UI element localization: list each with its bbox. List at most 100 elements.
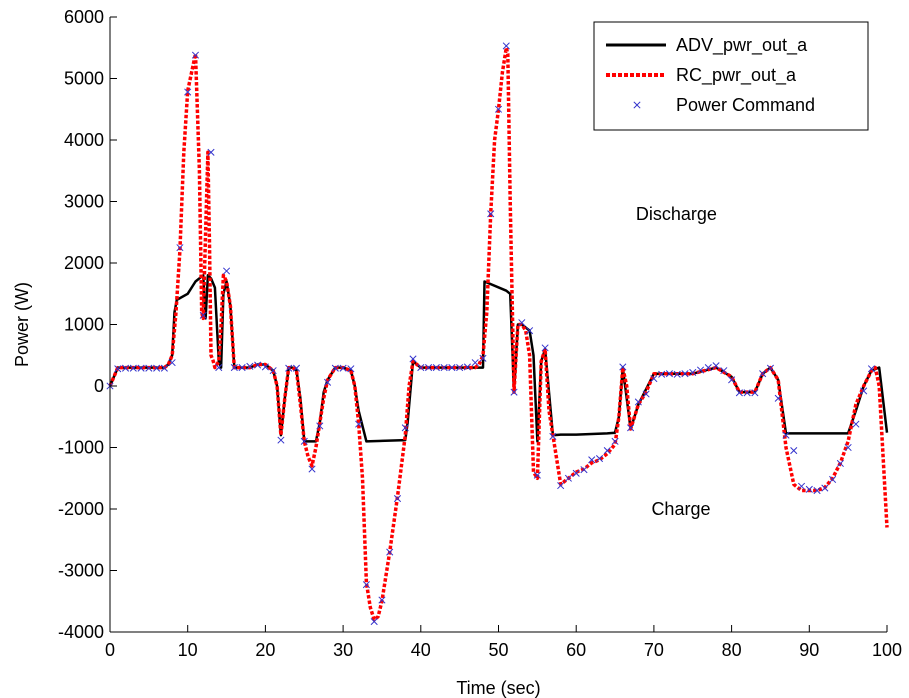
- power-command-marker: [603, 447, 611, 455]
- power-command-marker: [254, 361, 262, 369]
- x-tick-label: 0: [105, 640, 115, 660]
- power-command-marker: [619, 363, 627, 371]
- power-command-marker: [215, 363, 223, 372]
- power-command-marker: [759, 370, 767, 378]
- power-command-marker: [238, 363, 246, 372]
- y-tick-label: -1000: [58, 438, 104, 458]
- power-command-marker: [836, 459, 844, 468]
- x-tick-label: 10: [178, 640, 198, 660]
- power-command-marker: [642, 390, 650, 398]
- power-command-marker: [362, 581, 370, 589]
- power-command-marker: [557, 482, 565, 490]
- power-command-marker: [277, 436, 285, 444]
- power-command-marker: [207, 148, 215, 156]
- power-command-marker: [153, 364, 161, 372]
- power-command-marker: [121, 364, 130, 372]
- power-command-marker: [487, 210, 495, 218]
- power-command-marker: [261, 363, 269, 371]
- power-command-marker: [425, 363, 433, 372]
- power-command-marker: [440, 363, 448, 372]
- power-command-marker: [751, 389, 759, 397]
- power-command-marker: [285, 364, 293, 372]
- power-command-marker: [479, 354, 487, 362]
- power-command-marker: [456, 363, 464, 372]
- y-tick-label: 1000: [64, 315, 104, 335]
- y-tick-label: -2000: [58, 499, 104, 519]
- power-command-marker: [168, 359, 176, 367]
- power-command-marker: [743, 389, 751, 397]
- y-tick-label: 3000: [64, 192, 104, 212]
- power-command-marker: [114, 365, 122, 373]
- power-command-marker: [580, 466, 588, 474]
- y-tick-label: 0: [94, 376, 104, 396]
- x-tick-label: 70: [644, 640, 664, 660]
- power-command-marker: [526, 327, 534, 335]
- power-command-marker: [790, 447, 798, 455]
- power-command-marker: [712, 362, 720, 370]
- power-command-marker: [829, 475, 837, 484]
- power-command-marker: [494, 105, 503, 113]
- power-command-marker: [316, 422, 324, 430]
- power-command-marker: [370, 617, 378, 626]
- power-command-marker: [611, 437, 619, 445]
- x-tick-label: 20: [255, 640, 275, 660]
- power-command-marker: [564, 474, 572, 482]
- power-command-marker: [510, 388, 518, 396]
- legend-label: ADV_pwr_out_a: [676, 35, 808, 56]
- power-command-marker: [222, 267, 231, 275]
- power-command-marker: [673, 370, 681, 378]
- power-command-marker: [269, 367, 277, 375]
- power-command-marker: [246, 362, 254, 370]
- power-command-marker: [813, 486, 821, 495]
- power-command-marker: [184, 88, 192, 96]
- power-command-marker: [393, 494, 402, 503]
- power-command-marker: [696, 366, 705, 374]
- power-command-marker: [766, 364, 775, 372]
- power-command-marker: [176, 244, 184, 252]
- power-command-marker: [331, 364, 339, 372]
- power-command-marker: [658, 370, 666, 378]
- power-command-marker: [704, 363, 712, 372]
- power-command-marker: [324, 378, 332, 386]
- power-command-marker: [129, 364, 137, 372]
- x-tick-label: 90: [799, 640, 819, 660]
- power-command-marker: [145, 364, 153, 372]
- power-command-marker: [805, 485, 813, 493]
- power-command-marker: [860, 387, 868, 395]
- y-tick-label: 6000: [64, 7, 104, 27]
- power-command-marker: [681, 370, 689, 378]
- power-command-marker: [852, 420, 860, 428]
- axes: 0 10 20 30 40 50 60 70 80 90 100 -4000 -3000 -2000 -10…: [58, 7, 902, 660]
- power-command-marker: [627, 424, 635, 432]
- power-command-marker: [463, 363, 471, 371]
- power-command-marker: [541, 344, 549, 352]
- power-command-marker: [292, 364, 301, 372]
- power-command-marker: [339, 364, 347, 372]
- power-command-marker: [782, 431, 790, 439]
- power-command-marker: [160, 364, 168, 372]
- x-tick-label: 80: [722, 640, 742, 660]
- power-command-marker: [867, 365, 876, 373]
- y-tick-label: -3000: [58, 561, 104, 581]
- power-command-marker: [572, 469, 580, 477]
- y-tick-label: 5000: [64, 69, 104, 89]
- x-tick-label: 40: [411, 640, 431, 660]
- power-command-marker: [821, 484, 829, 492]
- x-tick-label: 30: [333, 640, 353, 660]
- annotation-charge: Charge: [651, 499, 710, 519]
- power-command-marker: [471, 359, 479, 367]
- power-command-marker: [191, 51, 200, 59]
- x-tick-label: 100: [872, 640, 902, 660]
- power-command-marker: [417, 363, 425, 372]
- power-command-marker: [502, 42, 510, 50]
- y-tick-label: -4000: [58, 622, 104, 642]
- x-axis-title: Time (sec): [456, 678, 540, 698]
- power-command-marker: [595, 455, 604, 463]
- power-command-marker: [308, 465, 316, 473]
- power-command-marker: [300, 437, 308, 445]
- y-tick-label: 4000: [64, 130, 104, 150]
- power-command-marker: [378, 596, 386, 604]
- y-tick-label: 2000: [64, 253, 104, 273]
- power-command-marker: [728, 376, 736, 384]
- legend: ADV_pwr_out_a RC_pwr_out_a Power Command: [593, 21, 869, 131]
